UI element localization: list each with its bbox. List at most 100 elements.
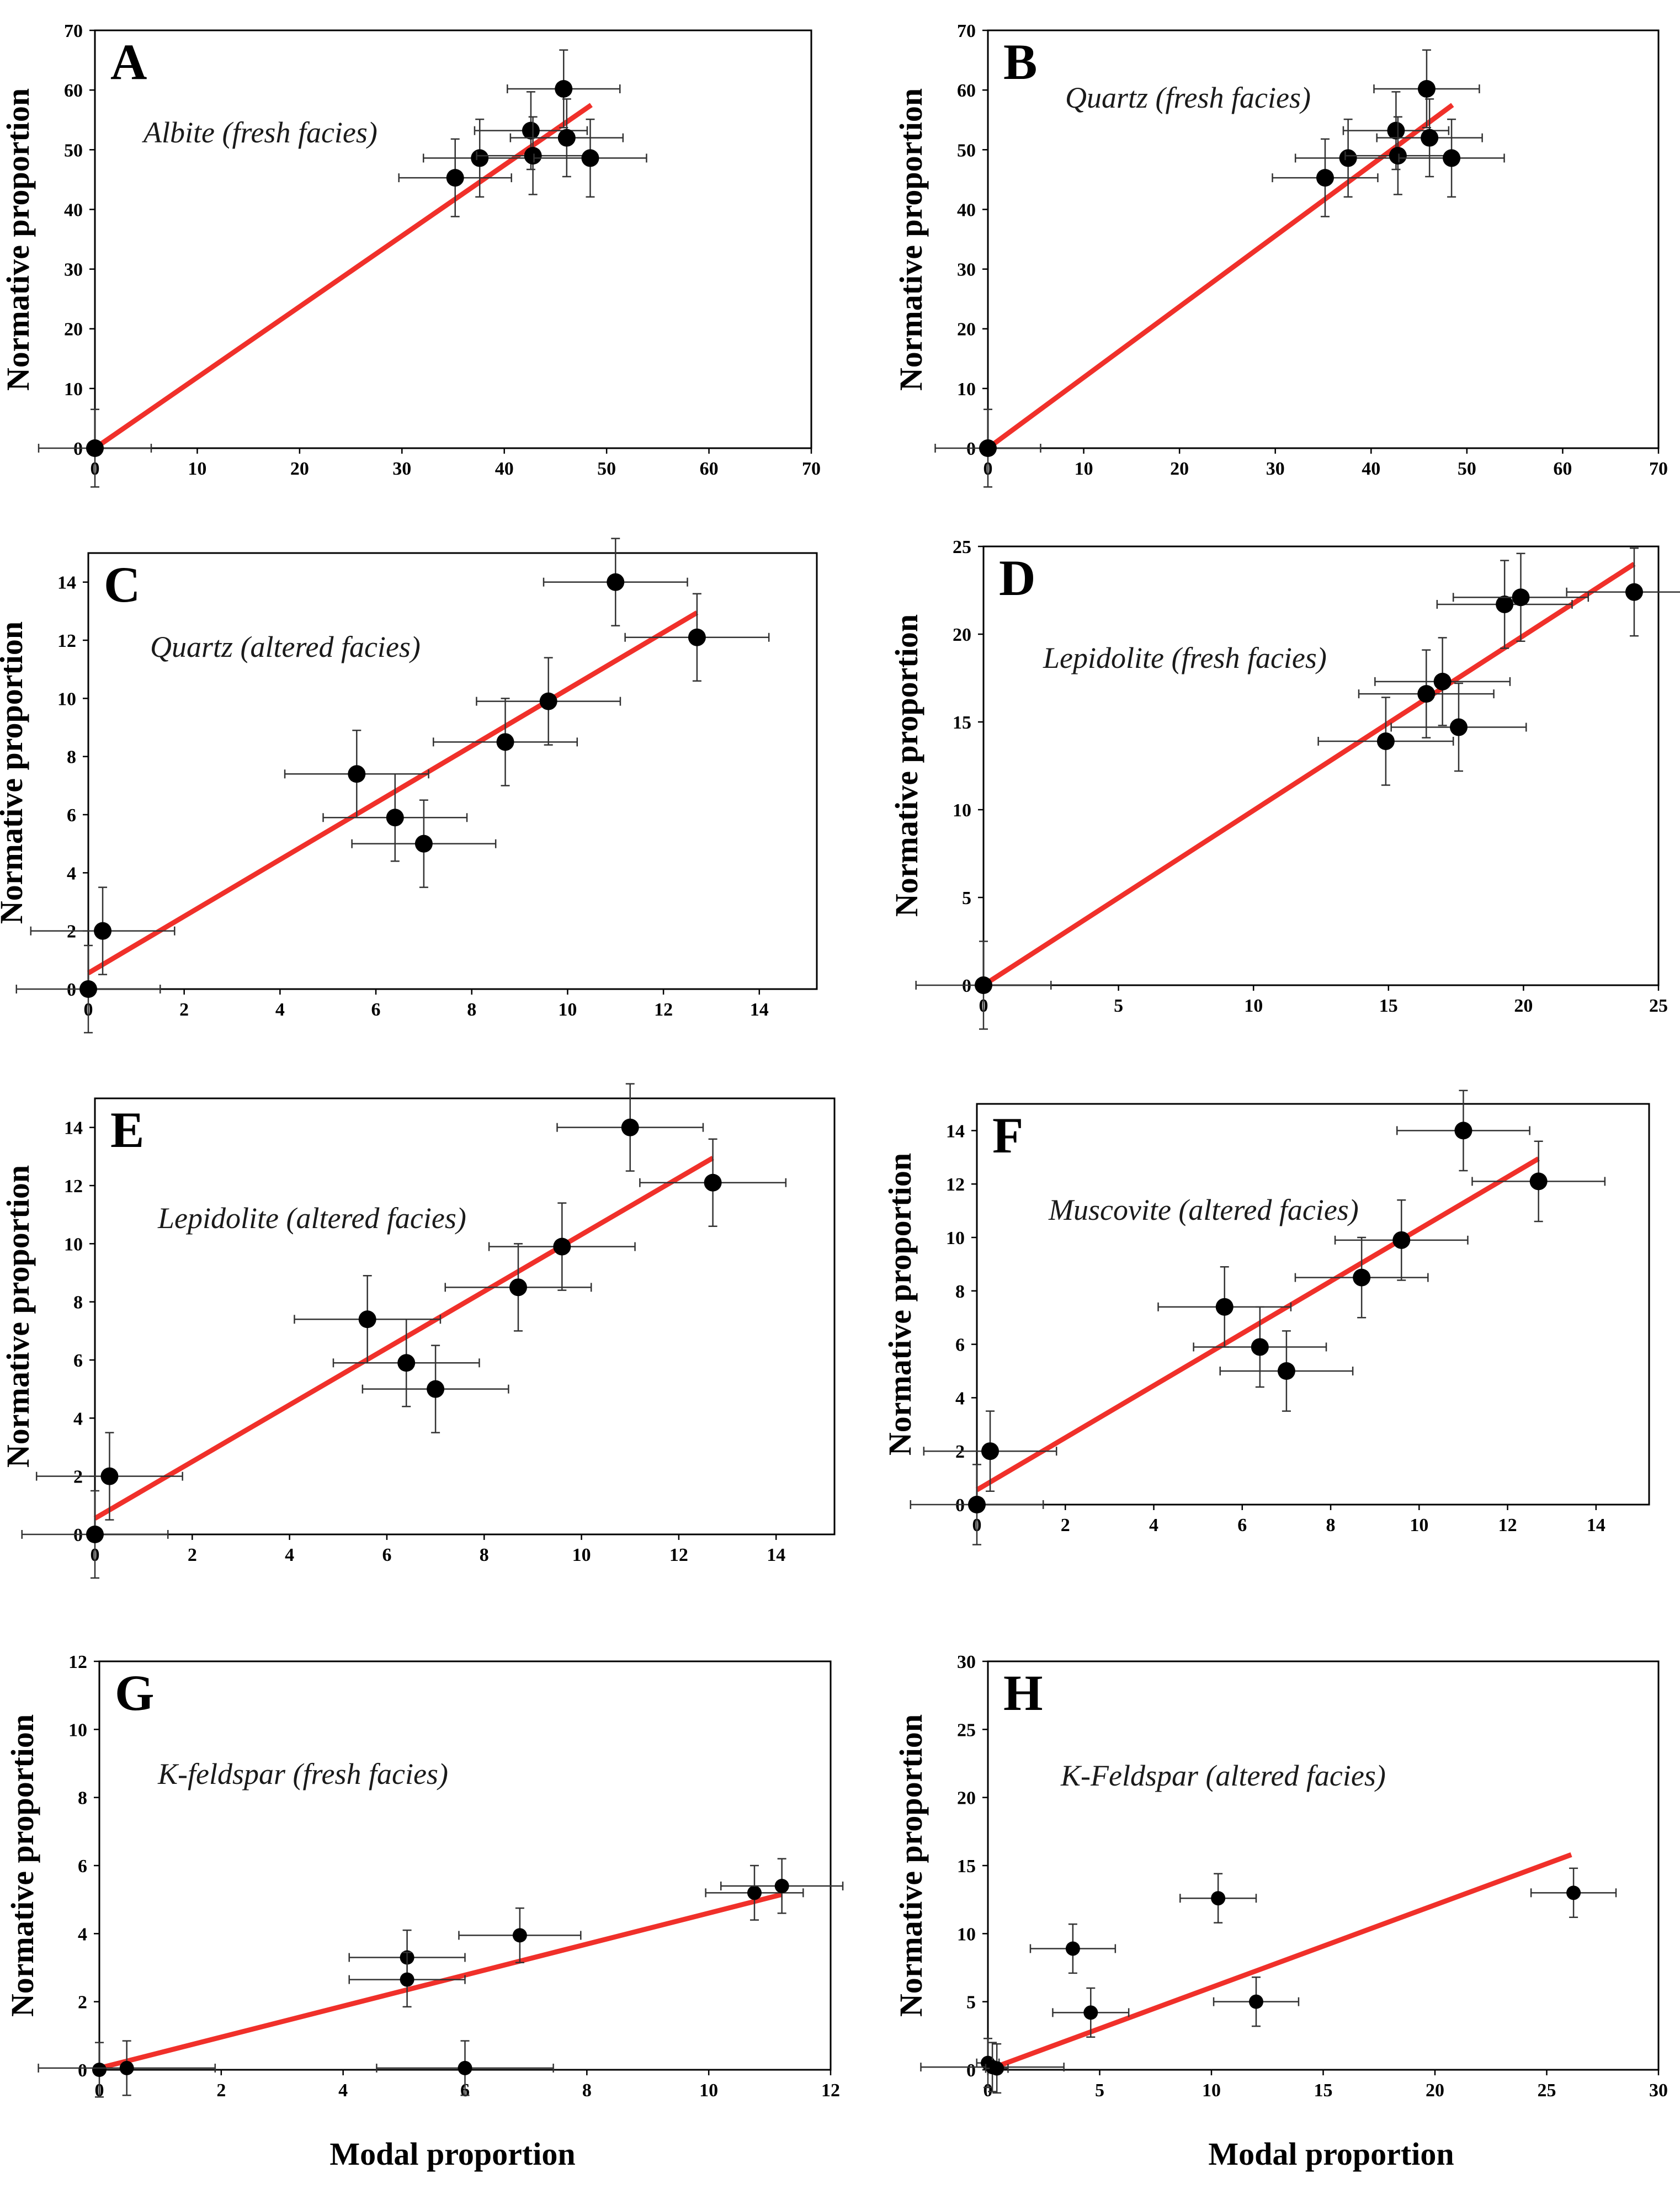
point-marker	[94, 922, 112, 940]
data-point	[1219, 1330, 1354, 1412]
data-point	[348, 1952, 466, 2008]
point-marker	[458, 2060, 472, 2075]
mineral-label: Quartz (fresh facies)	[1065, 81, 1311, 114]
y-tick-label: 20	[957, 320, 976, 340]
x-tick-label: 14	[767, 1545, 785, 1565]
x-tick-label: 20	[290, 459, 309, 479]
point-marker	[1389, 147, 1407, 165]
y-tick-label: 30	[957, 260, 976, 280]
point-marker	[975, 976, 992, 994]
data-point	[1452, 552, 1589, 642]
y-tick-label: 20	[953, 625, 971, 645]
data-point	[720, 1858, 844, 1914]
point-marker	[1529, 1172, 1548, 1191]
x-axis-title-left: Modal proportion	[329, 2136, 575, 2172]
data-point	[1157, 1266, 1292, 1348]
y-tick-label: 0	[966, 439, 976, 459]
point-marker	[524, 147, 542, 165]
data-point	[543, 538, 688, 626]
y-tick-label: 0	[73, 439, 83, 459]
point-marker	[747, 1885, 762, 1900]
point-marker	[1251, 1338, 1269, 1356]
data-point	[21, 1490, 169, 1579]
point-marker	[348, 765, 366, 783]
x-tick-label: 2	[179, 1000, 189, 1020]
data-point	[1052, 1987, 1130, 2038]
y-tick-label: 20	[957, 1788, 976, 1809]
data-point	[910, 1464, 1044, 1545]
point-marker	[1443, 149, 1461, 167]
fit-line	[98, 1892, 783, 2071]
point-marker	[1433, 672, 1452, 690]
point-marker	[1083, 2005, 1098, 2020]
x-tick-label: 10	[1244, 996, 1263, 1016]
point-marker	[446, 169, 464, 187]
data-point	[332, 1319, 480, 1407]
panel-letter: D	[999, 550, 1035, 606]
point-marker	[119, 2060, 134, 2075]
data-point	[1213, 1977, 1300, 2027]
point-marker	[553, 1237, 571, 1256]
data-point	[1272, 138, 1379, 217]
data-point	[509, 98, 624, 178]
panel-e: 0246810121402468101214ELepidolite (alter…	[0, 1083, 836, 1579]
y-tick-label: 4	[73, 1409, 83, 1429]
data-point	[1396, 1090, 1530, 1172]
point-marker	[555, 79, 573, 98]
data-point	[444, 1243, 592, 1332]
y-tick-label: 14	[946, 1121, 965, 1141]
x-tick-label: 15	[1314, 2080, 1333, 2101]
x-tick-label: 6	[1237, 1515, 1247, 1536]
x-tick-label: 8	[467, 1000, 476, 1020]
point-marker	[400, 1972, 414, 1987]
y-tick-label: 14	[64, 1118, 83, 1139]
plot-frame	[987, 29, 1660, 449]
x-tick-label: 10	[699, 2080, 718, 2101]
x-tick-label: 14	[750, 1000, 769, 1020]
point-marker	[1316, 169, 1334, 187]
x-tick-label: 0	[983, 2080, 993, 2101]
y-tick-label: 40	[64, 200, 83, 220]
y-tick-label: 6	[73, 1351, 83, 1371]
data-point	[1358, 649, 1495, 738]
fit-line	[986, 103, 1454, 450]
data-point	[507, 49, 621, 129]
data-point	[476, 116, 590, 195]
y-tick-label: 0	[78, 2060, 87, 2081]
fit-line	[93, 103, 593, 450]
y-tick-label: 70	[957, 21, 976, 41]
x-tick-label: 30	[392, 459, 411, 479]
data-point	[1179, 1873, 1257, 1924]
x-tick-label: 40	[495, 459, 514, 479]
data-point	[458, 1907, 582, 1963]
y-tick-label: 10	[64, 379, 83, 400]
x-tick-label: 4	[338, 2080, 348, 2101]
x-tick-label: 8	[1326, 1515, 1336, 1536]
point-marker	[1417, 685, 1436, 703]
data-point	[35, 1432, 183, 1521]
fit-line	[87, 610, 699, 975]
y-tick-label: 2	[73, 1467, 83, 1487]
y-tick-label: 12	[68, 1652, 87, 1672]
data-point	[422, 118, 537, 198]
y-tick-label: 25	[953, 537, 971, 557]
x-tick-label: 10	[1410, 1515, 1428, 1536]
data-point	[398, 138, 512, 217]
x-tick-label: 12	[654, 1000, 673, 1020]
x-tick-label: 60	[700, 459, 719, 479]
x-tick-label: 20	[1426, 2080, 1444, 2101]
fit-line	[975, 1156, 1540, 1492]
x-tick-label: 4	[285, 1545, 294, 1565]
x-tick-label: 40	[1362, 459, 1380, 479]
data-point	[433, 698, 578, 787]
point-marker	[1339, 149, 1357, 167]
point-marker	[1211, 1891, 1226, 1906]
data-point	[915, 941, 1052, 1030]
data-point	[1193, 1306, 1327, 1388]
x-tick-label: 5	[1095, 2080, 1104, 2101]
y-tick-label: 4	[78, 1924, 87, 1944]
x-tick-label: 30	[1266, 459, 1285, 479]
y-tick-label: 4	[67, 863, 76, 884]
y-tick-label: 20	[64, 320, 83, 340]
point-marker	[968, 1496, 986, 1513]
